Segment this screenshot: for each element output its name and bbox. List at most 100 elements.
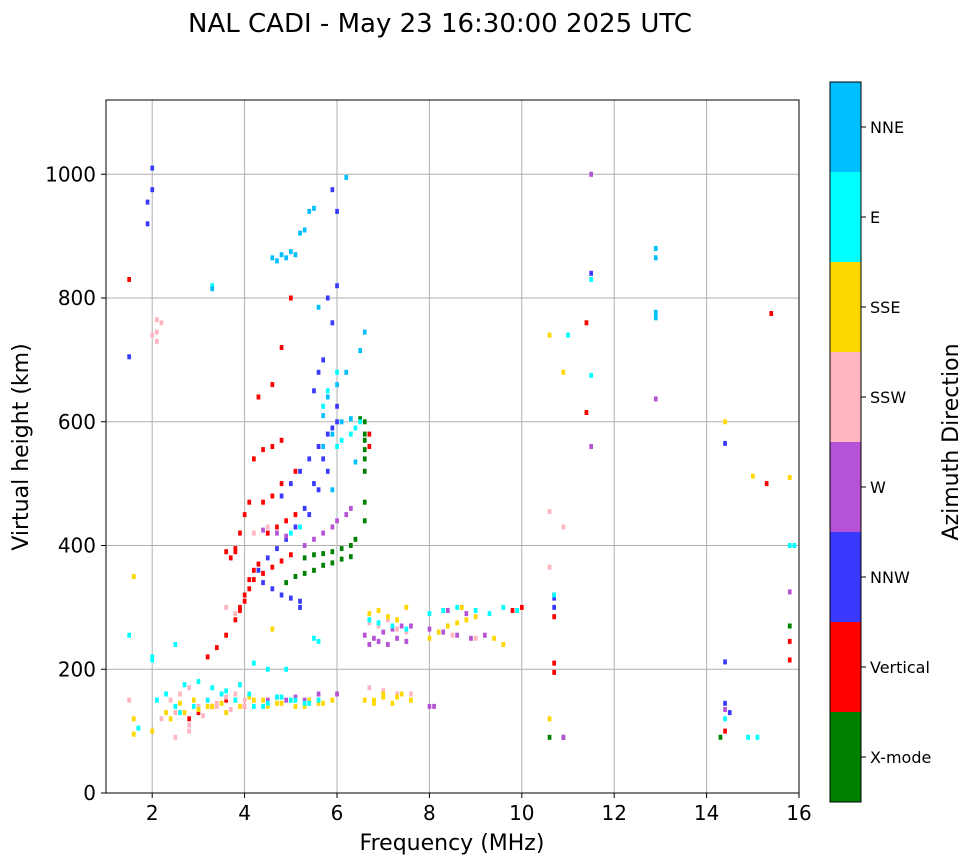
plot-background: [106, 100, 799, 793]
data-point-sse: [191, 697, 196, 703]
data-point-vertical: [187, 716, 191, 722]
colorbar-frame: [829, 81, 862, 803]
data-point-w: [441, 629, 446, 635]
data-point-sse: [455, 620, 459, 626]
data-point-w: [312, 536, 316, 542]
data-point-ssw: [381, 688, 386, 694]
data-point-nnw: [321, 456, 325, 462]
data-point-vertical: [289, 295, 293, 301]
data-point-vertical: [265, 530, 270, 536]
data-point-sse: [492, 635, 496, 641]
data-point-nne: [270, 255, 275, 261]
data-point-nnw: [723, 440, 727, 446]
data-point-sse: [787, 475, 792, 480]
data-point-vertical: [252, 567, 256, 573]
data-point-w: [302, 697, 307, 703]
data-point-sse: [224, 710, 228, 716]
data-point-vertical: [256, 394, 261, 400]
data-point-sse: [302, 703, 307, 709]
data-point-vertical: [233, 617, 238, 623]
data-point-nne: [362, 329, 367, 335]
data-point-sse: [131, 574, 136, 579]
data-point-e: [787, 543, 792, 548]
data-point-nnw: [145, 221, 150, 227]
data-point-w: [367, 642, 372, 647]
data-point-nne: [653, 255, 658, 261]
data-point-vertical: [224, 632, 228, 638]
data-point-sse: [131, 716, 136, 722]
data-point-e: [247, 691, 252, 697]
data-point-sse: [293, 703, 298, 709]
data-point-ssw: [159, 716, 164, 722]
data-point-w: [316, 691, 321, 697]
data-point-ssw: [224, 694, 228, 700]
data-point-ssw: [409, 691, 413, 697]
data-point-nnw: [265, 555, 270, 561]
data-point-e: [441, 608, 446, 613]
data-point-nnw: [335, 283, 339, 289]
data-point-e: [404, 626, 409, 632]
data-point-nne: [339, 419, 344, 425]
data-point-e: [316, 638, 321, 644]
data-point-e: [252, 660, 256, 666]
data-point-ssw: [242, 703, 247, 709]
data-point-e: [552, 592, 556, 598]
data-point-vertical: [289, 552, 293, 558]
colorbar-tick-label: W: [870, 478, 886, 497]
data-point-sse: [182, 710, 187, 716]
data-point-sse: [372, 700, 376, 706]
data-point-vertical: [224, 697, 228, 703]
data-point-w: [284, 533, 288, 539]
data-point-sse: [723, 419, 727, 425]
data-point-x-mode: [330, 549, 335, 555]
data-point-e: [275, 694, 279, 700]
data-point-e: [178, 710, 182, 716]
data-point-nnw: [279, 592, 284, 598]
data-point-nnw: [321, 357, 325, 363]
data-point-e: [501, 604, 506, 610]
data-point-vertical: [270, 564, 275, 570]
data-point-x-mode: [349, 543, 353, 548]
x-tick-label: 6: [331, 801, 344, 825]
data-point-vertical: [256, 561, 261, 567]
data-point-vertical: [520, 604, 524, 610]
data-point-sse: [247, 694, 252, 700]
data-point-vertical: [247, 586, 252, 592]
data-point-nne: [321, 413, 325, 419]
y-tick-label: 800: [58, 286, 96, 310]
data-point-nnw: [302, 505, 307, 511]
data-point-ssw: [367, 685, 372, 691]
data-point-sse: [219, 700, 224, 706]
data-point-ssw: [196, 703, 201, 709]
data-point-e: [252, 703, 256, 709]
data-point-ssw: [395, 626, 399, 632]
data-point-sse: [252, 697, 256, 703]
data-point-sse: [238, 703, 242, 709]
data-point-nnw: [316, 444, 321, 449]
data-point-e: [265, 666, 270, 672]
data-point-w: [432, 703, 436, 709]
data-point-w: [446, 608, 450, 613]
data-point-e: [238, 682, 242, 688]
data-point-vertical: [270, 444, 275, 449]
data-point-ssw: [187, 722, 191, 728]
data-point-x-mode: [362, 518, 367, 524]
colorbar-tick-label: NNW: [870, 568, 910, 587]
data-point-x-mode: [362, 419, 367, 425]
data-point-sse: [390, 700, 395, 706]
data-point-e: [589, 277, 593, 282]
data-point-vertical: [242, 592, 247, 598]
data-point-e: [427, 611, 432, 617]
data-point-x-mode: [321, 551, 325, 557]
data-point-e: [335, 369, 339, 375]
data-point-sse: [395, 694, 399, 700]
data-point-vertical: [367, 444, 372, 449]
data-point-ssw: [178, 691, 182, 697]
data-point-ssw: [376, 623, 381, 629]
data-point-e: [335, 444, 339, 449]
data-point-nnw: [552, 595, 556, 601]
data-point-sse: [196, 707, 201, 712]
data-point-sse: [409, 697, 413, 703]
data-point-w: [335, 518, 339, 524]
x-tick-label: 10: [509, 801, 534, 825]
